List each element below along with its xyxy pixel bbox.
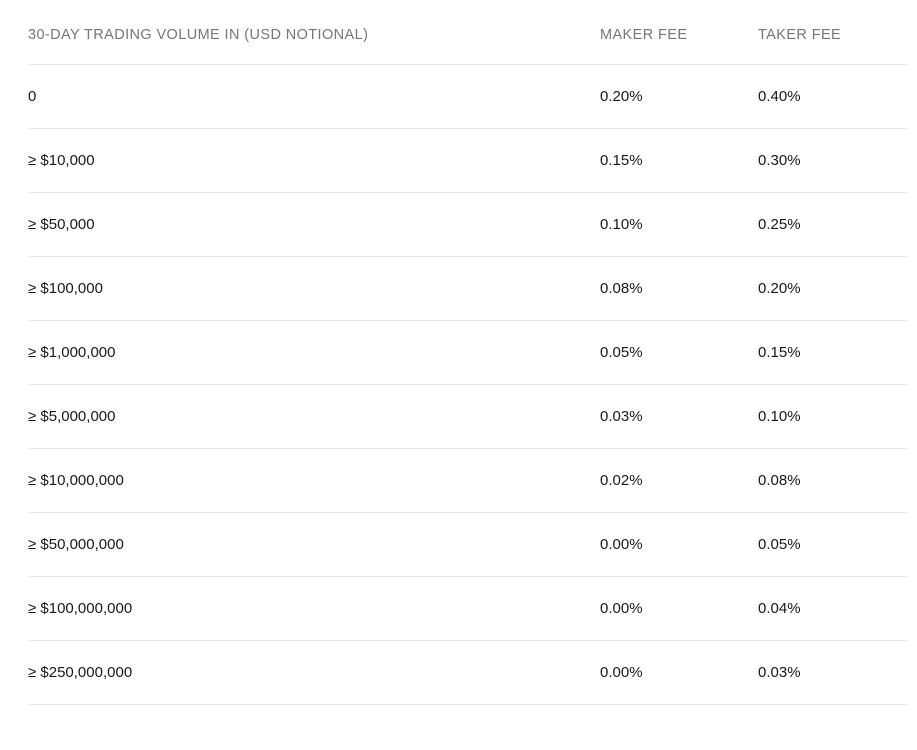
taker-fee-cell: 0.03% <box>758 640 907 705</box>
table-row: ≥ $10,000,000 0.02% 0.08% <box>28 448 907 513</box>
table-body: 0 0.20% 0.40% ≥ $10,000 0.15% 0.30% ≥ $5… <box>28 64 907 705</box>
maker-fee-cell: 0.15% <box>600 128 758 193</box>
maker-fee-cell: 0.00% <box>600 576 758 641</box>
taker-fee-cell: 0.10% <box>758 384 907 449</box>
taker-fee-cell: 0.05% <box>758 512 907 577</box>
maker-fee-cell: 0.02% <box>600 448 758 513</box>
taker-fee-cell: 0.08% <box>758 448 907 513</box>
taker-fee-cell: 0.15% <box>758 320 907 385</box>
maker-fee-cell: 0.05% <box>600 320 758 385</box>
maker-fee-cell: 0.00% <box>600 512 758 577</box>
taker-fee-cell: 0.30% <box>758 128 907 193</box>
volume-cell: 0 <box>28 64 600 129</box>
taker-fee-cell: 0.40% <box>758 64 907 129</box>
fee-schedule-table: 30-DAY TRADING VOLUME IN (USD NOTIONAL) … <box>28 0 907 705</box>
header-row: 30-DAY TRADING VOLUME IN (USD NOTIONAL) … <box>28 0 907 65</box>
table-row: ≥ $100,000 0.08% 0.20% <box>28 256 907 321</box>
taker-fee-cell: 0.04% <box>758 576 907 641</box>
volume-cell: ≥ $10,000,000 <box>28 448 600 513</box>
maker-fee-cell: 0.08% <box>600 256 758 321</box>
taker-fee-column-header: TAKER FEE <box>758 0 907 65</box>
volume-cell: ≥ $250,000,000 <box>28 640 600 705</box>
maker-fee-column-header: MAKER FEE <box>600 0 758 65</box>
volume-cell: ≥ $1,000,000 <box>28 320 600 385</box>
table-row: ≥ $50,000,000 0.00% 0.05% <box>28 512 907 577</box>
volume-cell: ≥ $10,000 <box>28 128 600 193</box>
volume-cell: ≥ $100,000 <box>28 256 600 321</box>
table-header: 30-DAY TRADING VOLUME IN (USD NOTIONAL) … <box>28 0 907 65</box>
volume-cell: ≥ $5,000,000 <box>28 384 600 449</box>
volume-cell: ≥ $50,000 <box>28 192 600 257</box>
fee-table-container: 30-DAY TRADING VOLUME IN (USD NOTIONAL) … <box>28 0 907 705</box>
table-row: ≥ $10,000 0.15% 0.30% <box>28 128 907 193</box>
maker-fee-cell: 0.00% <box>600 640 758 705</box>
table-row: ≥ $100,000,000 0.00% 0.04% <box>28 576 907 641</box>
volume-cell: ≥ $100,000,000 <box>28 576 600 641</box>
volume-cell: ≥ $50,000,000 <box>28 512 600 577</box>
table-row: 0 0.20% 0.40% <box>28 64 907 129</box>
table-row: ≥ $5,000,000 0.03% 0.10% <box>28 384 907 449</box>
table-row: ≥ $1,000,000 0.05% 0.15% <box>28 320 907 385</box>
maker-fee-cell: 0.03% <box>600 384 758 449</box>
table-row: ≥ $250,000,000 0.00% 0.03% <box>28 640 907 705</box>
volume-column-header: 30-DAY TRADING VOLUME IN (USD NOTIONAL) <box>28 0 600 65</box>
taker-fee-cell: 0.25% <box>758 192 907 257</box>
taker-fee-cell: 0.20% <box>758 256 907 321</box>
maker-fee-cell: 0.20% <box>600 64 758 129</box>
maker-fee-cell: 0.10% <box>600 192 758 257</box>
table-row: ≥ $50,000 0.10% 0.25% <box>28 192 907 257</box>
